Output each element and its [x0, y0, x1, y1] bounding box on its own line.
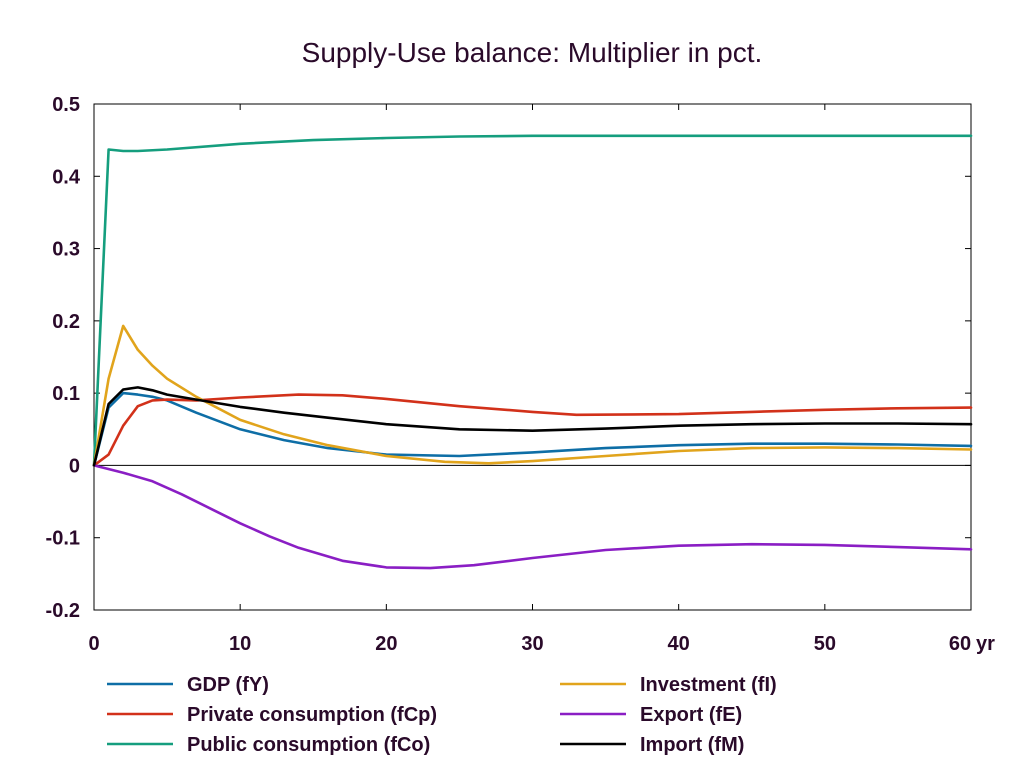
legend-entry: Export (fE) — [560, 704, 742, 726]
y-tick-label: 0.2 — [52, 311, 80, 333]
series-line-2 — [92, 393, 973, 467]
legend-label: Private consumption (fCp) — [187, 704, 437, 726]
series-line-3 — [92, 134, 973, 467]
legend-label: Export (fE) — [640, 704, 742, 726]
x-unit-label: yr — [976, 633, 995, 655]
x-tick-label: 10 — [229, 633, 251, 655]
x-tick-label: 0 — [88, 633, 99, 655]
legend-label: Public consumption (fCo) — [187, 734, 430, 756]
y-tick-label: 0.3 — [52, 239, 80, 261]
series-line-4 — [92, 324, 973, 467]
legend-entry: Investment (fI) — [560, 674, 777, 696]
axes: -0.2 -0.1 0 0.1 0.2 0.3 0.4 0.5 0 10 20 30 40 50 60 yr — [46, 94, 996, 655]
legend-label: GDP (fY) — [187, 674, 269, 696]
legend-entry: GDP (fY) — [107, 674, 269, 696]
y-tick-label: 0 — [69, 455, 80, 477]
legend-entry: Public consumption (fCo) — [107, 734, 430, 756]
chart-title: Supply-Use balance: Multiplier in pct. — [302, 37, 763, 68]
x-tick-label: 60 — [949, 633, 971, 655]
y-tick-label: 0.5 — [52, 94, 80, 116]
series-line-6 — [92, 386, 973, 467]
y-tick-label: 0.1 — [52, 383, 80, 405]
y-tick-label: -0.2 — [46, 600, 80, 622]
plot-lines — [92, 134, 973, 570]
legend-entry: Import (fM) — [560, 734, 744, 756]
y-tick-label: 0.4 — [52, 166, 81, 188]
series-line-1 — [92, 391, 973, 467]
plot-frame — [93, 103, 972, 611]
legend-label: Investment (fI) — [640, 674, 777, 696]
legend: GDP (fY) Private consumption (fCp) Public … — [107, 674, 777, 756]
x-tick-label: 20 — [375, 633, 397, 655]
x-tick-label: 30 — [521, 633, 543, 655]
series-line-5 — [92, 464, 973, 570]
legend-label: Import (fM) — [640, 734, 744, 756]
legend-entry: Private consumption (fCp) — [107, 704, 437, 726]
x-tick-label: 50 — [814, 633, 836, 655]
x-tick-label: 40 — [668, 633, 690, 655]
y-tick-label: -0.1 — [46, 528, 80, 550]
